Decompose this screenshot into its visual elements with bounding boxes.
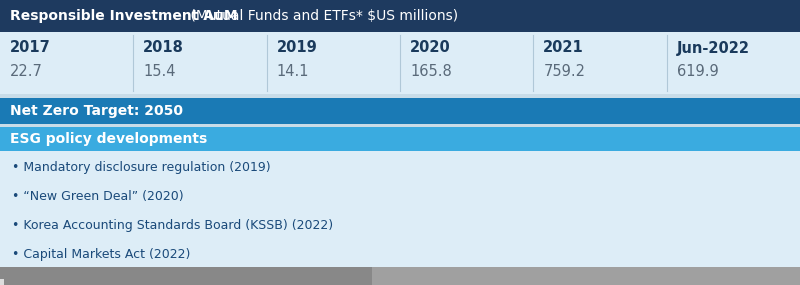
Text: 14.1: 14.1: [277, 64, 309, 80]
Text: ESG policy developments: ESG policy developments: [10, 132, 207, 146]
Bar: [0, 0, 800, 32]
Text: 2021: 2021: [543, 40, 584, 56]
Text: 2017: 2017: [10, 40, 50, 56]
Text: 2020: 2020: [410, 40, 450, 56]
Text: (Mutual Funds and ETFs* $US millions): (Mutual Funds and ETFs* $US millions): [186, 9, 458, 23]
Text: Jun-2022: Jun-2022: [677, 40, 750, 56]
Bar: [0, 279, 4, 285]
Bar: [0, 32, 800, 94]
Bar: [0, 127, 800, 151]
Bar: [0, 124, 800, 127]
Bar: [0, 267, 372, 285]
Text: 759.2: 759.2: [543, 64, 586, 80]
Text: Net Zero Target: 2050: Net Zero Target: 2050: [10, 104, 183, 118]
Text: • Korea Accounting Standards Board (KSSB) (2022): • Korea Accounting Standards Board (KSSB…: [12, 219, 333, 231]
Text: 2018: 2018: [143, 40, 184, 56]
Text: • “New Green Deal” (2020): • “New Green Deal” (2020): [12, 190, 184, 203]
Text: 165.8: 165.8: [410, 64, 452, 80]
Text: 619.9: 619.9: [677, 64, 718, 80]
Text: 15.4: 15.4: [143, 64, 176, 80]
Bar: [0, 98, 800, 124]
Bar: [372, 267, 800, 285]
Text: 22.7: 22.7: [10, 64, 43, 80]
Text: • Capital Markets Act (2022): • Capital Markets Act (2022): [12, 247, 190, 260]
Text: Responsible Investment AuM: Responsible Investment AuM: [10, 9, 238, 23]
Text: • Mandatory disclosure regulation (2019): • Mandatory disclosure regulation (2019): [12, 160, 270, 174]
Bar: [0, 151, 800, 285]
Bar: [0, 94, 800, 98]
Text: 2019: 2019: [277, 40, 318, 56]
